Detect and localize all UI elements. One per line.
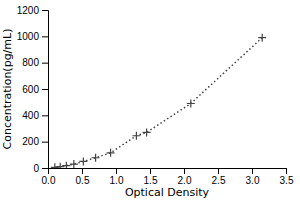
x-tick: 0.0 [42,168,56,186]
y-tick: 1000 [17,31,48,42]
y-tick: 600 [22,84,48,95]
point [62,162,70,168]
y-tick: 800 [22,57,48,68]
y-tick-mark [42,89,48,90]
x-tick-label: 0.0 [42,175,56,186]
x-tick-label: 1.0 [110,175,124,186]
y-tick: 400 [22,110,48,121]
x-tick-mark [252,168,253,174]
point [132,132,140,140]
y-tick-mark [42,36,48,37]
x-tick-mark [184,168,185,174]
y-tick-mark [42,10,48,11]
x-axis: 0.0 0.5 1.0 1.5 2.0 2.5 3.0 3.5 [42,168,294,186]
y-tick: 0 [33,163,48,174]
point [187,99,195,107]
y-tick-label: 1000 [17,31,40,42]
y-tick-label: 0 [33,163,39,174]
series [51,34,266,168]
x-tick-label: 3.5 [280,175,294,186]
y-axis-title: Concentration(pg/mL) [1,29,14,150]
x-axis-title: Optical Density [125,186,210,199]
y-tick-label: 800 [22,57,39,68]
y-tick-label: 1200 [17,5,40,16]
y-tick-label: 200 [22,136,39,147]
plot-area: 0.0 0.5 1.0 1.5 2.0 2.5 3.0 3.5 0 200 400 600 800 100… [17,5,294,186]
y-tick-mark [42,142,48,143]
x-tick-mark [116,168,117,174]
y-tick-label: 600 [22,84,39,95]
x-tick-mark [150,168,151,174]
y-axis-line [42,11,49,169]
x-tick: 3.5 [280,168,294,186]
x-tick: 2.0 [178,168,192,186]
x-tick: 3.0 [246,168,260,186]
x-tick-mark [286,168,287,174]
y-tick: 1200 [17,5,48,16]
point [79,157,87,165]
x-tick: 0.5 [76,168,90,186]
y-tick: 200 [22,136,48,147]
point [258,34,266,42]
point [92,154,100,162]
x-tick-label: 1.5 [144,175,158,186]
point [143,128,151,136]
x-tick: 1.5 [144,168,158,186]
x-tick-mark [218,168,219,174]
x-tick: 2.5 [212,168,226,186]
x-tick-mark [82,168,83,174]
y-axis: 0 200 400 600 800 1000 1200 [17,5,49,174]
x-tick: 1.0 [110,168,124,186]
x-tick-label: 2.5 [212,175,226,186]
point [107,149,115,157]
x-tick-label: 2.0 [178,175,192,186]
y-tick-mark [42,63,48,64]
x-tick-label: 0.5 [76,175,90,186]
y-tick-label: 400 [22,110,39,121]
line [55,38,262,168]
x-axis-line [49,169,287,175]
chart: 0.0 0.5 1.0 1.5 2.0 2.5 3.0 3.5 0 200 400 600 800 100… [0,0,300,200]
x-tick-label: 3.0 [246,175,260,186]
y-tick-mark [42,115,48,116]
point [51,163,59,168]
y-tick-mark [42,168,48,169]
point [70,160,78,168]
